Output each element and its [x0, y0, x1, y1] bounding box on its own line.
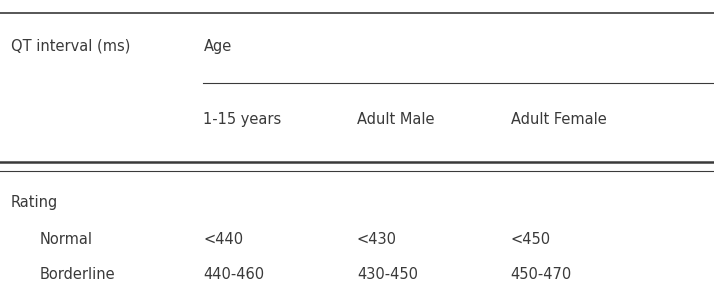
Text: Adult Female: Adult Female: [511, 112, 606, 127]
Text: <440: <440: [203, 232, 243, 247]
Text: <450: <450: [511, 232, 550, 247]
Text: Rating: Rating: [11, 195, 58, 210]
Text: Borderline: Borderline: [39, 267, 115, 282]
Text: 450-470: 450-470: [511, 267, 572, 282]
Text: QT interval (ms): QT interval (ms): [11, 39, 130, 54]
Text: 430-450: 430-450: [357, 267, 418, 282]
Text: Age: Age: [203, 39, 232, 54]
Text: 1-15 years: 1-15 years: [203, 112, 282, 127]
Text: 440-460: 440-460: [203, 267, 265, 282]
Text: Adult Male: Adult Male: [357, 112, 435, 127]
Text: <430: <430: [357, 232, 397, 247]
Text: Normal: Normal: [39, 232, 92, 247]
